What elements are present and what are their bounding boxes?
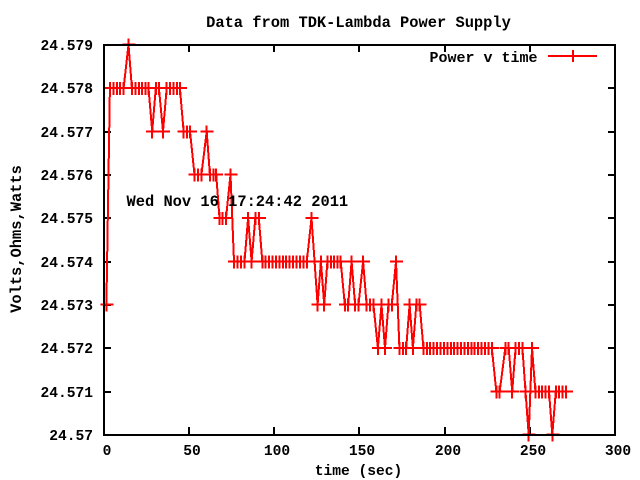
svg-text:Data from TDK-Lambda Power Sup: Data from TDK-Lambda Power Supply bbox=[206, 14, 511, 32]
svg-text:100: 100 bbox=[264, 444, 290, 460]
svg-text:Wed Nov 16 17:24:42 2011: Wed Nov 16 17:24:42 2011 bbox=[127, 193, 349, 211]
svg-text:Power v time: Power v time bbox=[429, 50, 537, 67]
svg-text:300: 300 bbox=[605, 444, 631, 460]
svg-text:24.575: 24.575 bbox=[40, 212, 93, 228]
svg-text:200: 200 bbox=[435, 444, 461, 460]
svg-text:50: 50 bbox=[183, 444, 201, 460]
svg-text:24.574: 24.574 bbox=[40, 256, 93, 272]
svg-text:24.57: 24.57 bbox=[49, 429, 93, 445]
svg-text:time (sec): time (sec) bbox=[315, 464, 403, 480]
svg-text:250: 250 bbox=[520, 444, 546, 460]
svg-text:24.571: 24.571 bbox=[40, 386, 93, 402]
svg-text:Volts,Ohms,Watts: Volts,Ohms,Watts bbox=[8, 165, 26, 313]
svg-text:0: 0 bbox=[103, 444, 112, 460]
svg-text:24.578: 24.578 bbox=[40, 82, 93, 98]
svg-text:24.573: 24.573 bbox=[40, 299, 93, 315]
svg-text:24.579: 24.579 bbox=[40, 39, 93, 55]
svg-text:24.576: 24.576 bbox=[40, 169, 93, 185]
svg-text:24.577: 24.577 bbox=[40, 126, 93, 142]
svg-text:24.572: 24.572 bbox=[40, 342, 93, 358]
svg-text:150: 150 bbox=[349, 444, 375, 460]
